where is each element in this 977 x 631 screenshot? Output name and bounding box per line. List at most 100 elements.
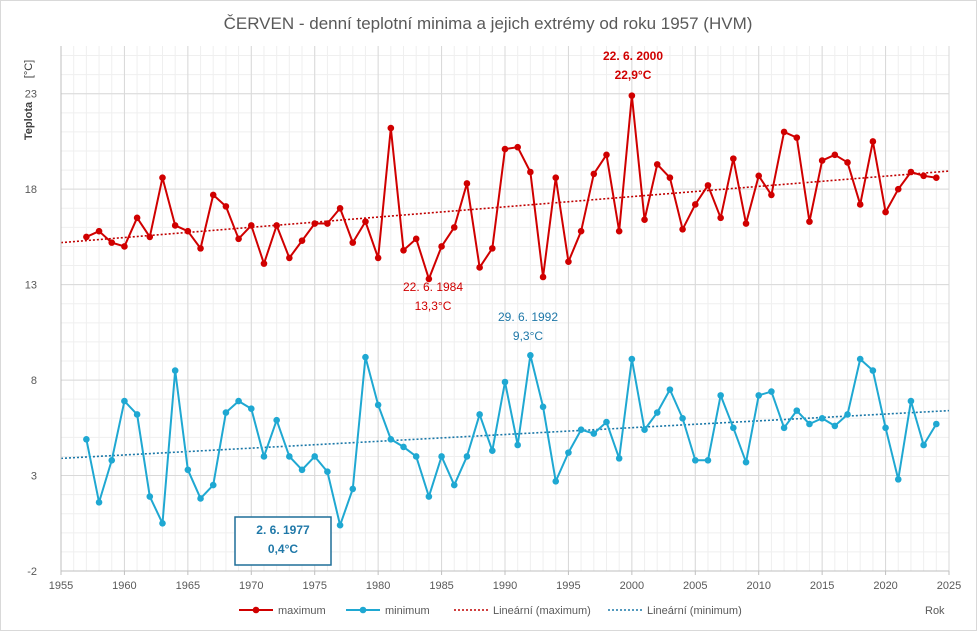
annotations: 22. 6. 2000 22,9°C 22. 6. 1984 13,3°C 29. 6.… [234, 49, 663, 566]
data-point-minimum [755, 392, 763, 399]
data-point-minimum [108, 456, 116, 464]
data-point-maximum [311, 220, 319, 227]
data-point-maximum [463, 180, 471, 187]
data-point-minimum [679, 414, 686, 422]
data-point-maximum [336, 204, 344, 212]
x-tick-label: 2025 [937, 580, 961, 592]
data-point-minimum [730, 424, 737, 432]
x-tick-label: 1995 [556, 580, 580, 592]
data-point-minimum [197, 495, 204, 502]
gridlines [60, 46, 950, 572]
data-point-minimum [311, 453, 319, 460]
data-point-minimum [539, 403, 547, 411]
data-point-minimum [83, 435, 90, 443]
data-point-maximum [755, 172, 763, 180]
x-tick-label: 1980 [366, 580, 390, 592]
data-point-maximum [133, 214, 141, 222]
data-point-minimum [450, 481, 458, 489]
data-point-minimum [882, 424, 889, 432]
legend-label: Lineární (minimum) [647, 605, 742, 617]
data-point-minimum [374, 401, 382, 409]
data-point-minimum [831, 422, 839, 430]
data-point-maximum [679, 225, 686, 233]
y-tick-label: 3 [31, 471, 37, 483]
data-point-minimum [298, 466, 306, 474]
data-point-maximum [438, 243, 445, 250]
x-axis-label: Rok [925, 605, 945, 617]
annotation-value: 9,3°C [513, 329, 543, 343]
data-point-maximum [920, 172, 927, 180]
data-point-minimum [95, 498, 103, 506]
data-series [83, 92, 940, 529]
legend-item: Lineární (minimum) [608, 605, 742, 617]
data-point-minimum [806, 420, 813, 428]
data-point-minimum [463, 453, 471, 460]
data-point-maximum [565, 258, 572, 266]
data-point-maximum [894, 185, 902, 193]
data-point-minimum [742, 458, 750, 466]
annotation-date: 29. 6. 1992 [498, 310, 558, 324]
x-tick-label: 1970 [239, 580, 263, 592]
legend-marker [252, 606, 260, 614]
data-point-maximum [387, 124, 395, 132]
data-point-minimum [565, 449, 572, 456]
data-point-maximum [222, 203, 230, 210]
y-tick-label: 23 [25, 89, 37, 101]
data-point-minimum [121, 397, 128, 405]
data-point-maximum [171, 222, 179, 229]
legend-item: Lineární (maximum) [454, 605, 591, 617]
data-point-minimum [222, 409, 230, 416]
data-point-maximum [362, 218, 369, 225]
data-point-maximum [806, 218, 813, 225]
data-point-maximum [324, 220, 331, 227]
data-point-maximum [298, 237, 306, 245]
annotation-box [234, 516, 332, 566]
data-point-maximum [349, 239, 357, 246]
data-point-minimum [856, 355, 864, 363]
data-point-maximum [121, 243, 128, 250]
data-point-maximum [374, 254, 382, 262]
data-point-minimum [387, 435, 395, 443]
data-point-maximum [831, 151, 839, 159]
y-tick-label: -2 [27, 566, 37, 578]
data-point-minimum [260, 453, 268, 460]
data-point-minimum [159, 519, 166, 527]
data-point-maximum [704, 182, 712, 189]
data-point-minimum [146, 493, 154, 500]
annotation-value: 0,4°C [268, 542, 298, 556]
data-point-maximum [146, 233, 154, 241]
annotation-date: 22. 6. 1984 [403, 280, 463, 294]
annotation-date: 2. 6. 1977 [256, 523, 310, 537]
x-tick-label: 1985 [429, 580, 453, 592]
data-point-maximum [628, 92, 636, 99]
annotation-value: 22,9°C [615, 68, 652, 82]
data-point-maximum [818, 157, 826, 164]
annotation-date: 22. 6. 2000 [603, 49, 663, 63]
data-point-maximum [730, 155, 737, 162]
data-point-minimum [818, 414, 826, 422]
data-point-minimum [869, 367, 877, 374]
legend-marker [359, 606, 367, 614]
data-point-minimum [336, 521, 344, 529]
legend: maximum minimum Lineární (maximum) Lineární… [239, 605, 742, 617]
data-point-maximum [603, 151, 610, 159]
legend-label: maximum [278, 605, 326, 617]
data-point-maximum [653, 161, 661, 168]
data-point-maximum [768, 191, 775, 199]
data-point-maximum [286, 254, 293, 262]
data-point-minimum [933, 420, 940, 428]
data-point-maximum [907, 168, 915, 176]
data-point-maximum [527, 168, 534, 176]
data-point-maximum [400, 246, 407, 254]
data-point-maximum [273, 222, 280, 229]
x-tick-label: 2020 [873, 580, 897, 592]
data-point-maximum [247, 222, 255, 229]
y-axis-label: Teplota [23, 101, 35, 140]
data-point-maximum [108, 239, 116, 246]
data-point-maximum [552, 174, 560, 182]
data-point-maximum [209, 191, 217, 199]
data-point-maximum [450, 224, 458, 231]
x-tick-label: 2000 [620, 580, 644, 592]
data-point-minimum [666, 386, 674, 393]
data-point-minimum [235, 397, 242, 405]
